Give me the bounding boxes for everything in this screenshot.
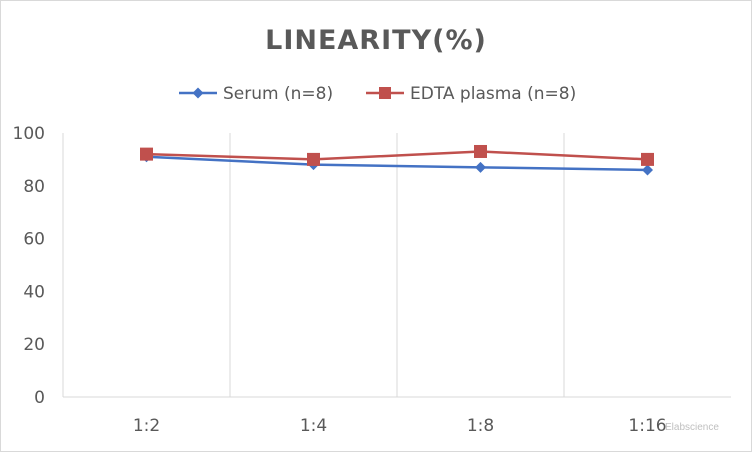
x-tick-label: 1:2 [133,416,160,436]
watermark-text: Elabscience [665,422,719,433]
data-point [642,164,653,176]
data-point [641,152,654,166]
legend-marker [379,87,391,99]
x-axis-ticks: 1:2 1:4 1:8 1:16 [133,416,667,436]
data-point [474,144,487,158]
x-tick-label: 1:16 [628,416,666,436]
legend: Serum (n=8) EDTA plasma (n=8) [179,84,576,104]
y-tick-label: 0 [34,388,45,408]
y-tick-label: 60 [23,230,45,250]
chart-title: LINEARITY(%) [265,25,487,56]
y-tick-label: 100 [13,124,45,144]
x-tick-label: 1:4 [300,416,327,436]
series-line [146,155,648,172]
y-tick-label: 80 [23,177,45,197]
series-edta-plasma [140,144,654,166]
legend-label: EDTA plasma (n=8) [410,84,576,104]
y-tick-label: 40 [23,282,45,302]
legend-item-serum: Serum (n=8) [179,84,333,104]
series-line [146,150,648,161]
y-tick-label: 20 [23,335,45,355]
legend-label: Serum (n=8) [223,84,333,104]
data-point [307,152,320,166]
legend-item-edta-plasma: EDTA plasma (n=8) [366,84,576,104]
gridlines [229,133,565,397]
legend-marker [192,87,204,99]
data-point [475,161,486,173]
axes [62,133,731,398]
series-layer [140,144,654,176]
data-point [140,147,153,161]
y-axis-ticks: 0 20 40 60 80 100 [13,124,45,408]
x-tick-label: 1:8 [467,416,494,436]
